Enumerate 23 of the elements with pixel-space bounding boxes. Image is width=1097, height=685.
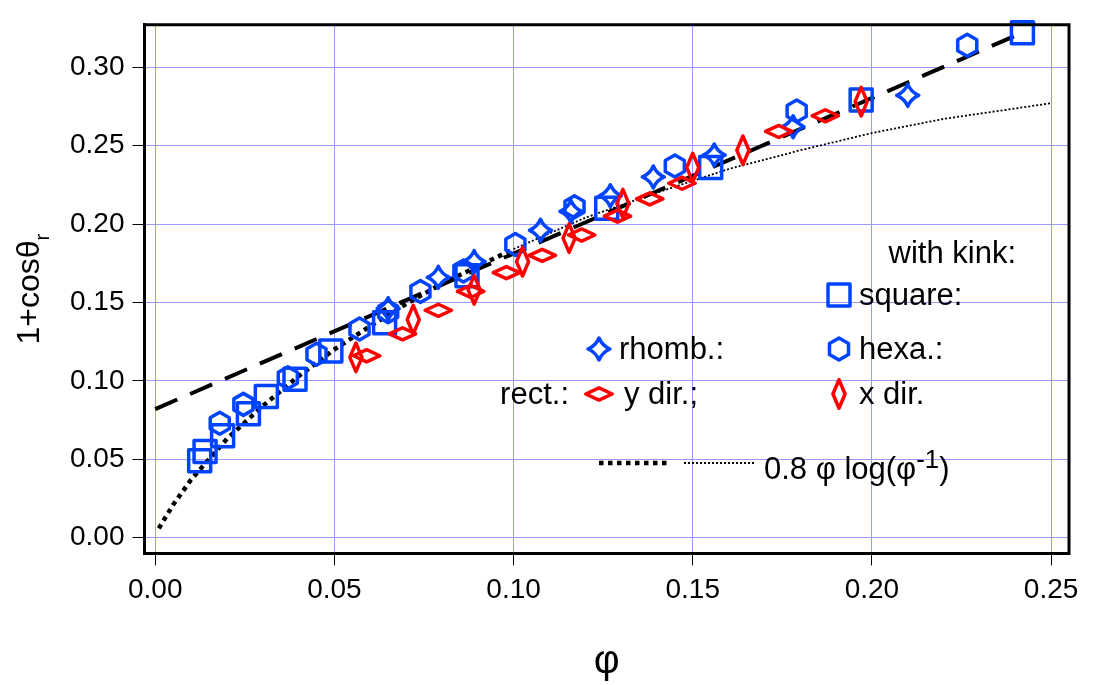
x-tick-label: 0.05 bbox=[307, 572, 362, 604]
legend-label: x dir. bbox=[859, 376, 925, 413]
legend-title: with kink: bbox=[888, 235, 1016, 272]
y-tick-label: 0.30 bbox=[70, 49, 125, 81]
legend-label: y dir.; bbox=[624, 376, 699, 413]
y-tick-label: 0.20 bbox=[70, 206, 125, 238]
x-tick-label: 0.15 bbox=[665, 572, 720, 604]
legend-label: 0.8 φ log(φ$^{-1}$) bbox=[764, 444, 950, 488]
y-axis-title: 1+cosθr bbox=[9, 233, 53, 345]
x-tick-label: 0.25 bbox=[1023, 572, 1079, 604]
y-tick-label: 0.10 bbox=[70, 363, 125, 395]
y-tick-label: 0.25 bbox=[70, 128, 125, 160]
x-tick-label: 0.10 bbox=[486, 572, 541, 604]
legend-label: square: bbox=[859, 277, 963, 314]
x-tick-label: 0.00 bbox=[128, 572, 183, 604]
x-axis-title: φ bbox=[593, 637, 620, 682]
y-tick-label: 0.15 bbox=[70, 285, 125, 317]
y-tick-label: 0.00 bbox=[70, 520, 125, 552]
legend-label: rhomb.: bbox=[619, 331, 725, 368]
y-tick-label: 0.05 bbox=[70, 442, 125, 474]
legend-label: hexa.: bbox=[859, 331, 944, 368]
x-tick-label: 0.20 bbox=[844, 572, 900, 604]
annotation: rect.: bbox=[500, 376, 569, 413]
